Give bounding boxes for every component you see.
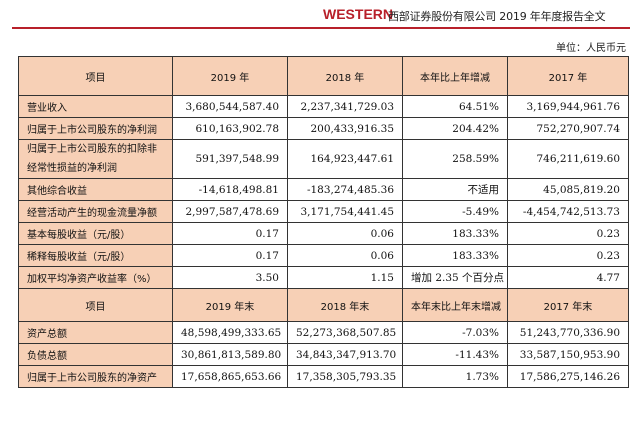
value-2017: 4.77 (507, 266, 629, 289)
table-row: 稀释每股收益（元/股） 0.17 0.06 183.33% 0.23 (18, 244, 629, 267)
value-2019: 0.17 (172, 222, 288, 245)
table-row: 归属于上市公司股东的净利润 610,163,902.78 200,433,916.3… (18, 117, 629, 140)
column-header: 2019 年末 (172, 288, 288, 322)
value-2017: -4,454,742,513.73 (507, 200, 629, 223)
value-2017: 752,270,907.74 (507, 117, 629, 140)
value-change: 1.73% (402, 365, 508, 388)
row-label: 负债总额 (18, 343, 173, 366)
table-row: 资产总额 48,598,499,333.65 52,273,368,507.85 -7… (18, 321, 629, 344)
table-row: 经营活动产生的现金流量净额 2,997,587,478.69 3,171,754,4… (18, 200, 629, 223)
value-change: -5.49% (402, 200, 508, 223)
value-change: -11.43% (402, 343, 508, 366)
value-change: 183.33% (402, 222, 508, 245)
table-row: 基本每股收益（元/股） 0.17 0.06 183.33% 0.23 (18, 222, 629, 245)
value-change: 204.42% (402, 117, 508, 140)
column-header: 本年比上年增减 (402, 56, 508, 96)
value-2018: -183,274,485.36 (287, 178, 403, 201)
unit-label: 单位：人民币元 (556, 43, 626, 54)
value-change: 增加 2.35 个百分点 (402, 266, 508, 289)
value-2018: 0.06 (287, 222, 403, 245)
table-row: 其他综合收益 -14,618,498.81 -183,274,485.36 不适用 45… (18, 178, 629, 201)
value-2018: 164,923,447.61 (287, 139, 403, 179)
row-label: 归属于上市公司股东的净利润 (18, 117, 173, 140)
table-row: 加权平均净资产收益率（%） 3.50 1.15 增加 2.35 个百分点 4.77 (18, 266, 629, 289)
value-2019: 17,658,865,653.66 (172, 365, 288, 388)
row-label: 资产总额 (18, 321, 173, 344)
column-header: 2018 年末 (287, 288, 403, 322)
value-2018: 2,237,341,729.03 (287, 95, 403, 118)
table-row: 归属于上市公司股东的净资产 17,658,865,653.66 17,358,305… (18, 365, 629, 388)
value-2019: 3,680,544,587.40 (172, 95, 288, 118)
value-2018: 34,843,347,913.70 (287, 343, 403, 366)
value-2018: 200,433,916.35 (287, 117, 403, 140)
value-2017: 0.23 (507, 244, 629, 267)
value-2017: 3,169,944,961.76 (507, 95, 629, 118)
table1-header-row: 项目 2019 年 2018 年本年比上年增减 2017 年 (18, 56, 629, 96)
document-title: 西部证券股份有限公司 2019 年年度报告全文 (388, 10, 606, 23)
column-header: 2017 年末 (507, 288, 629, 322)
value-change: 258.59% (402, 139, 508, 179)
value-change: 64.51% (402, 95, 508, 118)
value-2019: 2,997,587,478.69 (172, 200, 288, 223)
row-label: 营业收入 (18, 95, 173, 118)
value-2017: 746,211,619.60 (507, 139, 629, 179)
value-2018: 0.06 (287, 244, 403, 267)
company-logo: WESTERN (323, 6, 393, 22)
column-header: 本年末比上年末增减 (402, 288, 508, 322)
logo-text: WESTERN (323, 6, 393, 22)
row-label: 归属于上市公司股东的净资产 (18, 365, 173, 388)
value-2019: 3.50 (172, 266, 288, 289)
column-header: 项目 (18, 56, 173, 96)
value-2017: 17,586,275,146.26 (507, 365, 629, 388)
table-row: 归属于上市公司股东的扣除非经常性损益的净利润 591,397,548.99 164,… (18, 139, 629, 179)
table-row: 负债总额 30,861,813,589.80 34,843,347,913.70 -1… (18, 343, 629, 366)
value-2017: 45,085,819.20 (507, 178, 629, 201)
value-2018: 3,171,754,441.45 (287, 200, 403, 223)
row-label: 经营活动产生的现金流量净额 (18, 200, 173, 223)
value-2019: -14,618,498.81 (172, 178, 288, 201)
value-2019: 610,163,902.78 (172, 117, 288, 140)
table-row: 营业收入 3,680,544,587.40 2,237,341,729.03 64.5… (18, 95, 629, 118)
value-2019: 0.17 (172, 244, 288, 267)
column-header: 项目 (18, 288, 173, 322)
value-2019: 48,598,499,333.65 (172, 321, 288, 344)
row-label: 其他综合收益 (18, 178, 173, 201)
value-change: -7.03% (402, 321, 508, 344)
header-rule (12, 27, 630, 29)
financial-table: 项目 2019 年 2018 年本年比上年增减 2017 年营业收入 3,680,544… (18, 56, 629, 388)
column-header: 2019 年 (172, 56, 288, 96)
value-2019: 591,397,548.99 (172, 139, 288, 179)
column-header: 2018 年 (287, 56, 403, 96)
value-2017: 0.23 (507, 222, 629, 245)
value-2019: 30,861,813,589.80 (172, 343, 288, 366)
value-2018: 52,273,368,507.85 (287, 321, 403, 344)
row-label: 归属于上市公司股东的扣除非经常性损益的净利润 (18, 139, 173, 179)
page-header: WESTERN 西部证券股份有限公司 2019 年年度报告全文 (0, 0, 640, 30)
value-2018: 17,358,305,793.35 (287, 365, 403, 388)
value-2018: 1.15 (287, 266, 403, 289)
value-change: 不适用 (402, 178, 508, 201)
row-label: 加权平均净资产收益率（%） (18, 266, 173, 289)
row-label: 稀释每股收益（元/股） (18, 244, 173, 267)
column-header: 2017 年 (507, 56, 629, 96)
value-change: 183.33% (402, 244, 508, 267)
value-2017: 33,587,150,953.90 (507, 343, 629, 366)
row-label: 基本每股收益（元/股） (18, 222, 173, 245)
value-2017: 51,243,770,336.90 (507, 321, 629, 344)
table2-header-row: 项目 2019 年末 2018 年末 本年末比上年末增减 2017 年末 (18, 288, 629, 322)
